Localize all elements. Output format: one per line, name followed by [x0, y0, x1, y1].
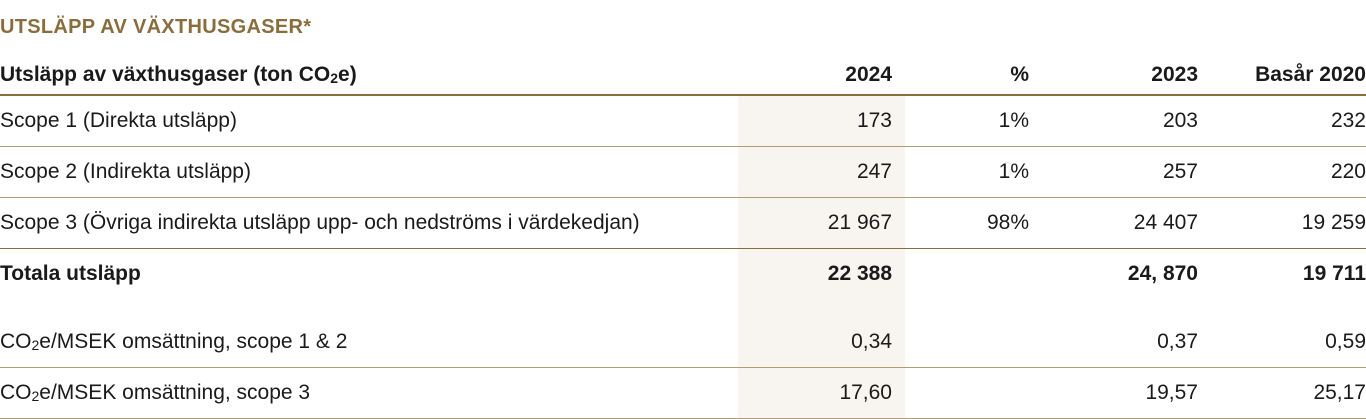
value-percent: 1%: [998, 109, 1029, 132]
total-2023: 24, 870: [1127, 262, 1198, 285]
header-label: Utsläpp av växthusgaser (ton CO2e): [0, 63, 357, 86]
row-label: Scope 1 (Direkta utsläpp): [0, 109, 237, 132]
value-2023: 203: [1162, 109, 1198, 132]
value-2024: 247: [856, 160, 892, 183]
total-label: Totala utsläpp: [0, 262, 141, 285]
value-2023: 19,57: [1145, 381, 1198, 404]
value-2023: 0,37: [1157, 330, 1198, 353]
value-2023: 257: [1162, 160, 1198, 183]
spacer-row: [0, 299, 1366, 317]
intensity-row: CO2e/MSEK omsättning, scope 3 17,60 19,5…: [0, 368, 1366, 419]
value-base-year: 220: [1330, 160, 1366, 183]
value-2024: 0,34: [851, 330, 892, 353]
total-base-year: 19 711: [1302, 262, 1366, 285]
section-title: UTSLÄPP AV VÄXTHUSGASER*: [0, 16, 312, 38]
value-percent: 98%: [986, 211, 1029, 234]
value-2023: 24 407: [1133, 211, 1198, 234]
table-row: Scope 1 (Direkta utsläpp) 173 1% 203 232: [0, 96, 1366, 147]
intensity-label: CO2e/MSEK omsättning, scope 3: [0, 381, 311, 404]
total-2024: 22 388: [827, 262, 892, 285]
value-base-year: 232: [1330, 109, 1366, 132]
intensity-row: CO2e/MSEK omsättning, scope 1 & 2 0,34 0…: [0, 317, 1366, 368]
value-2024: 17,60: [839, 381, 892, 404]
table-row: Scope 3 (Övriga indirekta utsläpp upp- o…: [0, 198, 1366, 248]
emissions-table: Utsläpp av växthusgaser (ton CO2e) 2024 …: [0, 56, 1366, 419]
row-label: Scope 2 (Indirekta utsläpp): [0, 160, 251, 183]
table-header-row: Utsläpp av växthusgaser (ton CO2e) 2024 …: [0, 56, 1366, 96]
highlight-column-2024: [738, 94, 905, 419]
value-base-year: 19 259: [1301, 211, 1366, 234]
value-base-year: 25,17: [1313, 381, 1366, 404]
intensity-label: CO2e/MSEK omsättning, scope 1 & 2: [0, 330, 348, 353]
value-base-year: 0,59: [1325, 330, 1366, 353]
table-row: Scope 2 (Indirekta utsläpp) 247 1% 257 2…: [0, 147, 1366, 198]
value-2024: 21 967: [827, 211, 892, 234]
row-label: Scope 3 (Övriga indirekta utsläpp upp- o…: [0, 211, 640, 234]
total-row: Totala utsläpp 22 388 24, 870 19 711: [0, 248, 1366, 299]
header-2023: 2023: [1151, 63, 1198, 86]
header-base-year: Basår 2020: [1255, 63, 1366, 86]
value-percent: 1%: [998, 160, 1029, 183]
header-percent: %: [1010, 63, 1029, 86]
value-2024: 173: [856, 109, 892, 132]
header-2024: 2024: [845, 63, 892, 86]
